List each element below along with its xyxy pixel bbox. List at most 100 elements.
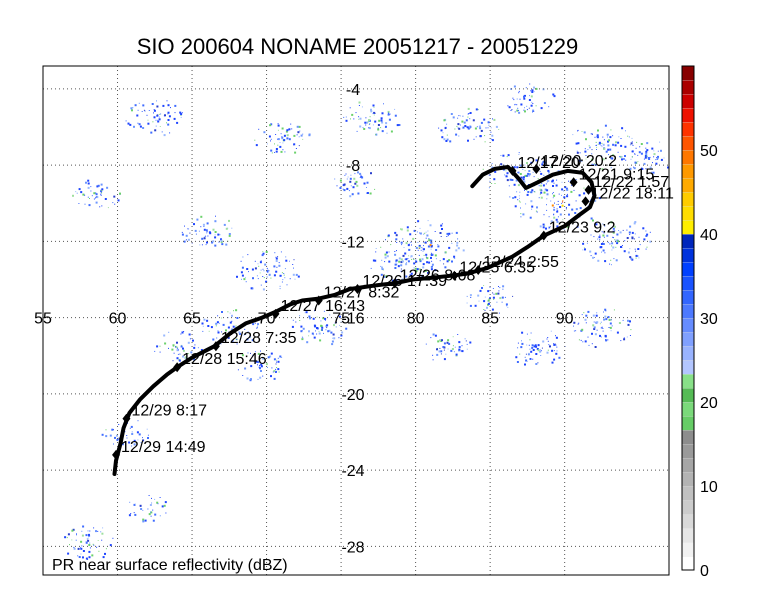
rain-pixel bbox=[526, 162, 528, 164]
track-fix-label: 12/29 14:49 bbox=[121, 439, 206, 456]
rain-pixel bbox=[555, 184, 558, 187]
rain-pixel bbox=[206, 232, 208, 234]
rain-pixel bbox=[595, 314, 598, 317]
rain-pixel bbox=[179, 111, 182, 114]
rain-pixel bbox=[445, 140, 448, 142]
track-fix-label: 12/22 1:57 bbox=[594, 174, 670, 191]
rain-pixel bbox=[573, 325, 574, 327]
rain-pixel bbox=[369, 192, 372, 195]
rain-pixel bbox=[611, 245, 613, 247]
rain-pixel bbox=[241, 266, 244, 269]
rain-pixel bbox=[601, 327, 603, 329]
rain-pixel bbox=[241, 354, 244, 357]
rain-pixel bbox=[406, 229, 409, 232]
rain-pixel bbox=[584, 248, 586, 251]
rain-pixel bbox=[553, 343, 556, 346]
rain-pixel bbox=[522, 178, 525, 181]
rain-pixel bbox=[196, 218, 199, 221]
rain-pixel bbox=[604, 334, 607, 337]
rain-pixel bbox=[646, 142, 649, 145]
rain-pixel bbox=[203, 226, 205, 227]
rain-pixel bbox=[106, 186, 109, 189]
rain-pixel bbox=[475, 108, 478, 111]
rain-pixel bbox=[513, 99, 515, 101]
rain-pixel bbox=[338, 337, 340, 339]
rain-pixel bbox=[498, 286, 499, 287]
rain-pixel bbox=[164, 501, 167, 504]
rain-pixel bbox=[414, 267, 417, 270]
rain-pixel bbox=[406, 262, 407, 264]
rain-pixel bbox=[286, 284, 288, 286]
rain-pixel bbox=[394, 251, 396, 252]
rain-pixel bbox=[277, 124, 280, 127]
rain-pixel bbox=[301, 330, 303, 332]
rain-pixel bbox=[469, 125, 471, 127]
rain-pixel bbox=[499, 297, 502, 300]
rain-pixel bbox=[400, 241, 403, 244]
rain-pixel bbox=[637, 161, 639, 162]
rain-pixel bbox=[607, 136, 608, 138]
rain-pixel bbox=[613, 225, 616, 228]
rain-pixel bbox=[534, 344, 537, 347]
rain-pixel bbox=[442, 132, 444, 134]
rain-pixel bbox=[281, 136, 284, 139]
rain-pixel bbox=[422, 266, 425, 269]
rain-pixel bbox=[602, 136, 604, 138]
rain-pixel bbox=[216, 337, 218, 339]
rain-pixel bbox=[201, 322, 204, 325]
rain-pixel bbox=[244, 328, 246, 330]
rain-pixel bbox=[384, 253, 387, 256]
rain-pixel bbox=[126, 437, 128, 439]
rain-pixel bbox=[617, 141, 620, 144]
rain-pixel bbox=[521, 331, 524, 334]
rain-pixel bbox=[144, 519, 147, 522]
rain-pixel bbox=[249, 379, 252, 382]
rain-pixel bbox=[368, 119, 370, 122]
rain-pixel bbox=[104, 552, 106, 555]
rain-pixel bbox=[262, 375, 264, 377]
rain-pixel bbox=[268, 273, 271, 276]
rain-pixel bbox=[370, 172, 372, 175]
rain-pixel bbox=[601, 146, 603, 148]
rain-pixel bbox=[491, 139, 494, 142]
rain-pixel bbox=[527, 172, 530, 175]
rain-pixel bbox=[302, 327, 305, 330]
rain-pixel bbox=[301, 338, 304, 341]
rain-pixel bbox=[189, 338, 191, 340]
rain-pixel bbox=[415, 270, 418, 272]
rain-pixel bbox=[142, 439, 145, 442]
rain-pixel bbox=[440, 236, 442, 237]
rain-pixel bbox=[527, 194, 529, 196]
rain-pixel bbox=[451, 348, 454, 350]
rain-pixel bbox=[95, 197, 96, 199]
rain-pixel bbox=[153, 116, 156, 119]
rain-pixel bbox=[565, 187, 568, 190]
rain-pixel bbox=[635, 250, 637, 252]
rain-pixel bbox=[656, 158, 658, 160]
rain-pixel bbox=[241, 274, 244, 277]
rain-pixel bbox=[289, 278, 291, 280]
rain-pixel bbox=[265, 363, 268, 366]
rain-pixel bbox=[607, 316, 610, 319]
rain-pixel bbox=[455, 133, 458, 136]
rain-pixel bbox=[289, 260, 290, 262]
rain-pixel bbox=[487, 127, 489, 129]
track-fix-marker bbox=[539, 230, 548, 241]
rain-pixel bbox=[285, 256, 287, 258]
rain-pixel bbox=[631, 237, 634, 240]
rain-pixel bbox=[366, 121, 368, 124]
rain-pixel bbox=[629, 256, 632, 259]
rain-pixel bbox=[448, 342, 451, 345]
rain-pixel bbox=[82, 550, 85, 552]
rain-pixel bbox=[491, 308, 494, 311]
rain-pixel bbox=[576, 150, 578, 152]
rain-pixel bbox=[180, 113, 183, 116]
rain-pixel bbox=[612, 236, 614, 238]
rain-pixel bbox=[374, 259, 377, 262]
rain-pixel bbox=[380, 265, 382, 267]
rain-pixel bbox=[641, 167, 643, 169]
rain-pixel bbox=[130, 107, 133, 110]
rain-pixel bbox=[155, 119, 157, 121]
rain-pixel bbox=[187, 353, 189, 355]
rain-pixel bbox=[657, 150, 659, 152]
